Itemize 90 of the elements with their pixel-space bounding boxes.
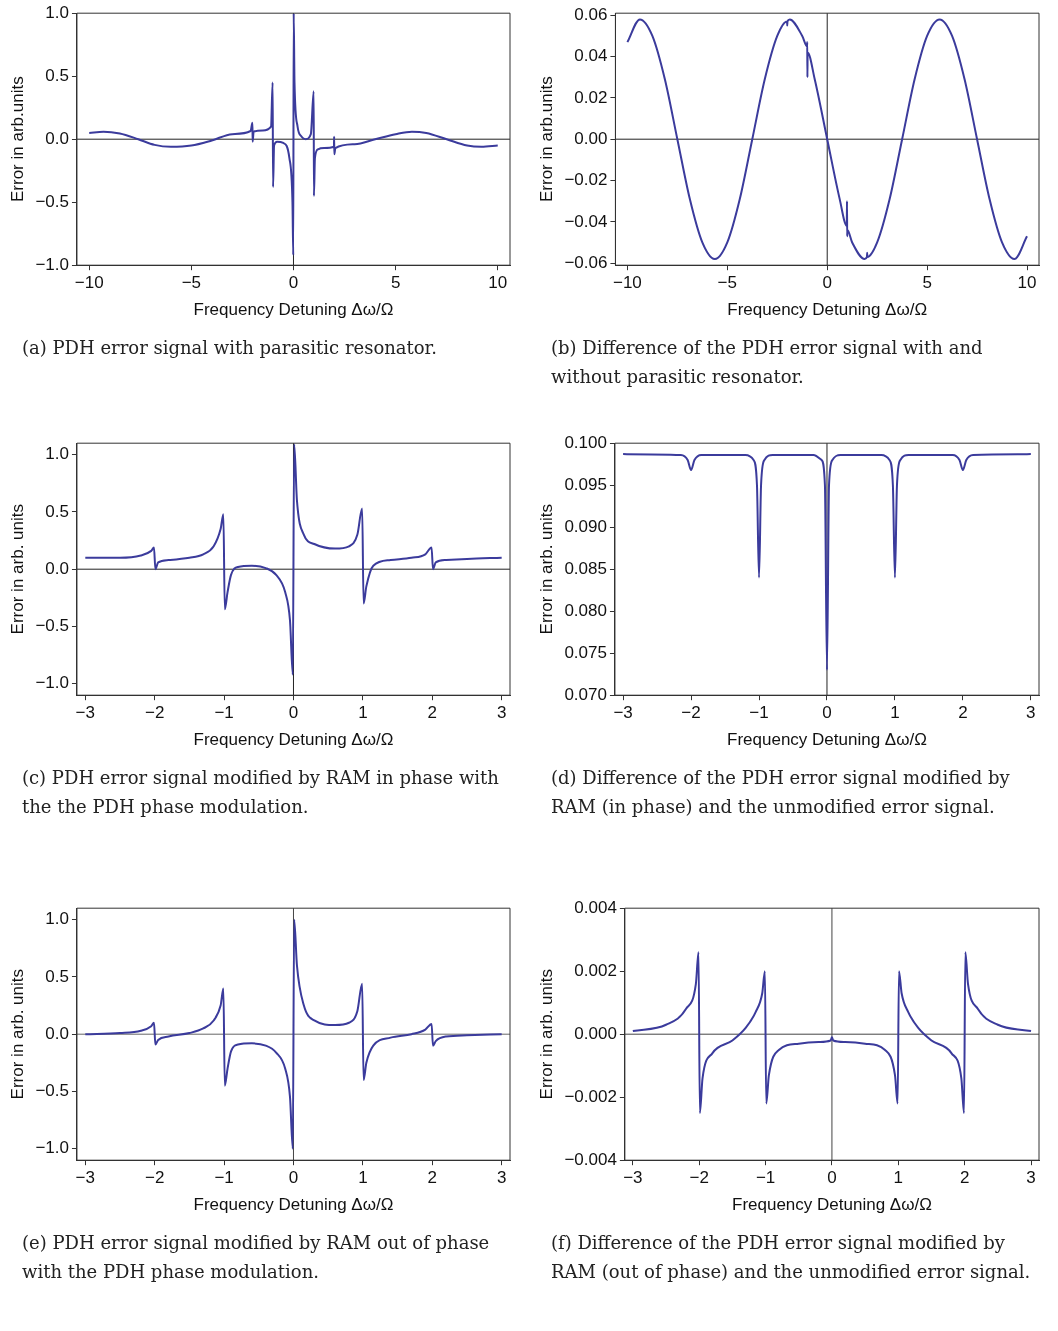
x-axis-title: Frequency Detuning Δω/Ω xyxy=(193,300,394,320)
y-tick-label: 0.5 xyxy=(45,501,69,521)
y-axis-title: Error in arb. units xyxy=(536,969,556,1100)
y-tick-label: 0.02 xyxy=(574,87,608,107)
x-tick-label: 1 xyxy=(358,703,368,723)
x-tick-label: 0 xyxy=(288,1168,299,1188)
y-tick-label: 0.085 xyxy=(564,558,607,578)
x-tick-label: 3 xyxy=(496,1168,507,1188)
text: (c) PDH error signal modified by RAM in phase with the the PDH phase modulation. xyxy=(22,766,500,819)
y-tick-label: 1.0 xyxy=(45,444,69,464)
y-tick-label: 0.095 xyxy=(564,474,607,494)
x-axis-title: Frequency Detuning Δω/Ω xyxy=(193,730,394,750)
x-tick-label: −3 xyxy=(75,703,95,723)
y-tick-label: −0.06 xyxy=(564,252,608,272)
y-tick-label: −0.04 xyxy=(564,211,608,231)
text: (a) PDH error signal with parasitic resonator. xyxy=(22,336,438,360)
x-tick-label: −5 xyxy=(181,273,202,293)
x-tick-label: −1 xyxy=(214,1168,234,1188)
x-tick-label: −1 xyxy=(214,703,234,723)
text: (f) Difference of the PDH error signal modified by RAM (out of phase) and the unmodified error signal. xyxy=(551,1231,1032,1284)
text: (e) PDH error signal modified by RAM out of phase with the PDH phase modulation. xyxy=(22,1231,491,1284)
x-tick-label: −3 xyxy=(613,703,633,723)
y-tick-label: 0.070 xyxy=(564,684,607,704)
y-tick-label: 0.0 xyxy=(45,1023,69,1043)
y-tick-label: −0.5 xyxy=(35,191,69,211)
x-tick-label: −2 xyxy=(144,1168,165,1188)
x-tick-label: 1 xyxy=(893,1168,904,1188)
x-tick-label: 2 xyxy=(958,703,968,723)
y-axis-title: Error in arb. units xyxy=(7,504,27,635)
y-tick-label: 0.000 xyxy=(574,1023,617,1043)
x-tick-label: 10 xyxy=(1017,273,1037,293)
x-axis-title: Frequency Detuning Δω/Ω xyxy=(193,1195,394,1215)
y-tick-label: 0.002 xyxy=(574,960,617,980)
x-tick-label: 0 xyxy=(288,703,299,723)
x-tick-label: −5 xyxy=(717,273,737,293)
x-tick-label: −3 xyxy=(75,1168,95,1188)
y-axis-title: Error in arb.units xyxy=(7,76,27,203)
y-tick-label: 0.0 xyxy=(45,558,69,578)
y-tick-label: −0.02 xyxy=(564,170,608,190)
y-tick-label: −0.5 xyxy=(35,1081,69,1101)
x-tick-label: 1 xyxy=(890,703,900,723)
y-tick-label: 1.0 xyxy=(45,2,69,22)
x-axis-title: Frequency Detuning Δω/Ω xyxy=(732,1195,932,1215)
y-tick-label: 0.04 xyxy=(574,46,608,66)
x-tick-label: 3 xyxy=(1026,1168,1036,1188)
text: (d) Difference of the PDH error signal modified by RAM (in phase) and the unmodified error signal. xyxy=(551,766,1011,819)
x-tick-label: 2 xyxy=(427,703,438,723)
x-tick-label: 5 xyxy=(390,273,401,293)
x-tick-label: 10 xyxy=(488,273,508,293)
x-tick-label: 1 xyxy=(358,1168,368,1188)
y-tick-label: 0.5 xyxy=(45,65,69,85)
x-tick-label: −1 xyxy=(755,1168,776,1188)
y-tick-label: −0.5 xyxy=(35,616,69,636)
y-tick-label: 0.080 xyxy=(564,600,607,620)
x-tick-label: −10 xyxy=(612,273,642,293)
y-tick-label: −1.0 xyxy=(35,673,69,693)
y-tick-label: 0.5 xyxy=(45,966,69,986)
y-tick-label: −0.004 xyxy=(564,1149,617,1169)
x-tick-label: −10 xyxy=(74,273,104,293)
x-tick-label: 2 xyxy=(959,1168,970,1188)
y-axis-title: Error in arb.units xyxy=(536,76,556,203)
x-tick-label: 0 xyxy=(288,273,299,293)
y-tick-label: 0.090 xyxy=(564,516,607,536)
x-tick-label: 2 xyxy=(427,1168,438,1188)
y-tick-label: −1.0 xyxy=(35,254,69,274)
text: (b) Difference of the PDH error signal with and without parasitic resonator. xyxy=(551,336,984,389)
y-tick-label: 0.004 xyxy=(574,897,617,917)
y-tick-label: −1.0 xyxy=(35,1138,69,1158)
y-axis-title: Error in arb. units xyxy=(7,969,27,1100)
x-tick-label: 3 xyxy=(496,703,507,723)
x-tick-label: −2 xyxy=(689,1168,709,1188)
y-tick-label: −0.002 xyxy=(564,1086,617,1106)
y-tick-label: 0.075 xyxy=(564,642,607,662)
x-tick-label: 0 xyxy=(822,703,832,723)
x-tick-label: 0 xyxy=(827,1168,837,1188)
x-axis-title: Frequency Detuning Δω/Ω xyxy=(727,730,927,750)
y-tick-label: 1.0 xyxy=(45,909,69,929)
x-tick-label: 0 xyxy=(822,273,832,293)
y-tick-label: 0.100 xyxy=(564,432,607,452)
x-tick-label: −2 xyxy=(144,703,165,723)
y-tick-label: 0.06 xyxy=(574,4,608,24)
x-tick-label: −2 xyxy=(681,703,701,723)
x-axis-title: Frequency Detuning Δω/Ω xyxy=(727,300,928,320)
y-tick-label: 0.00 xyxy=(574,128,608,148)
y-axis-title: Error in arb. units xyxy=(536,504,556,635)
x-tick-label: 5 xyxy=(922,273,932,293)
x-tick-label: −3 xyxy=(623,1168,643,1188)
y-tick-label: 0.0 xyxy=(45,128,69,148)
x-tick-label: −1 xyxy=(749,703,769,723)
x-tick-label: 3 xyxy=(1026,703,1036,723)
